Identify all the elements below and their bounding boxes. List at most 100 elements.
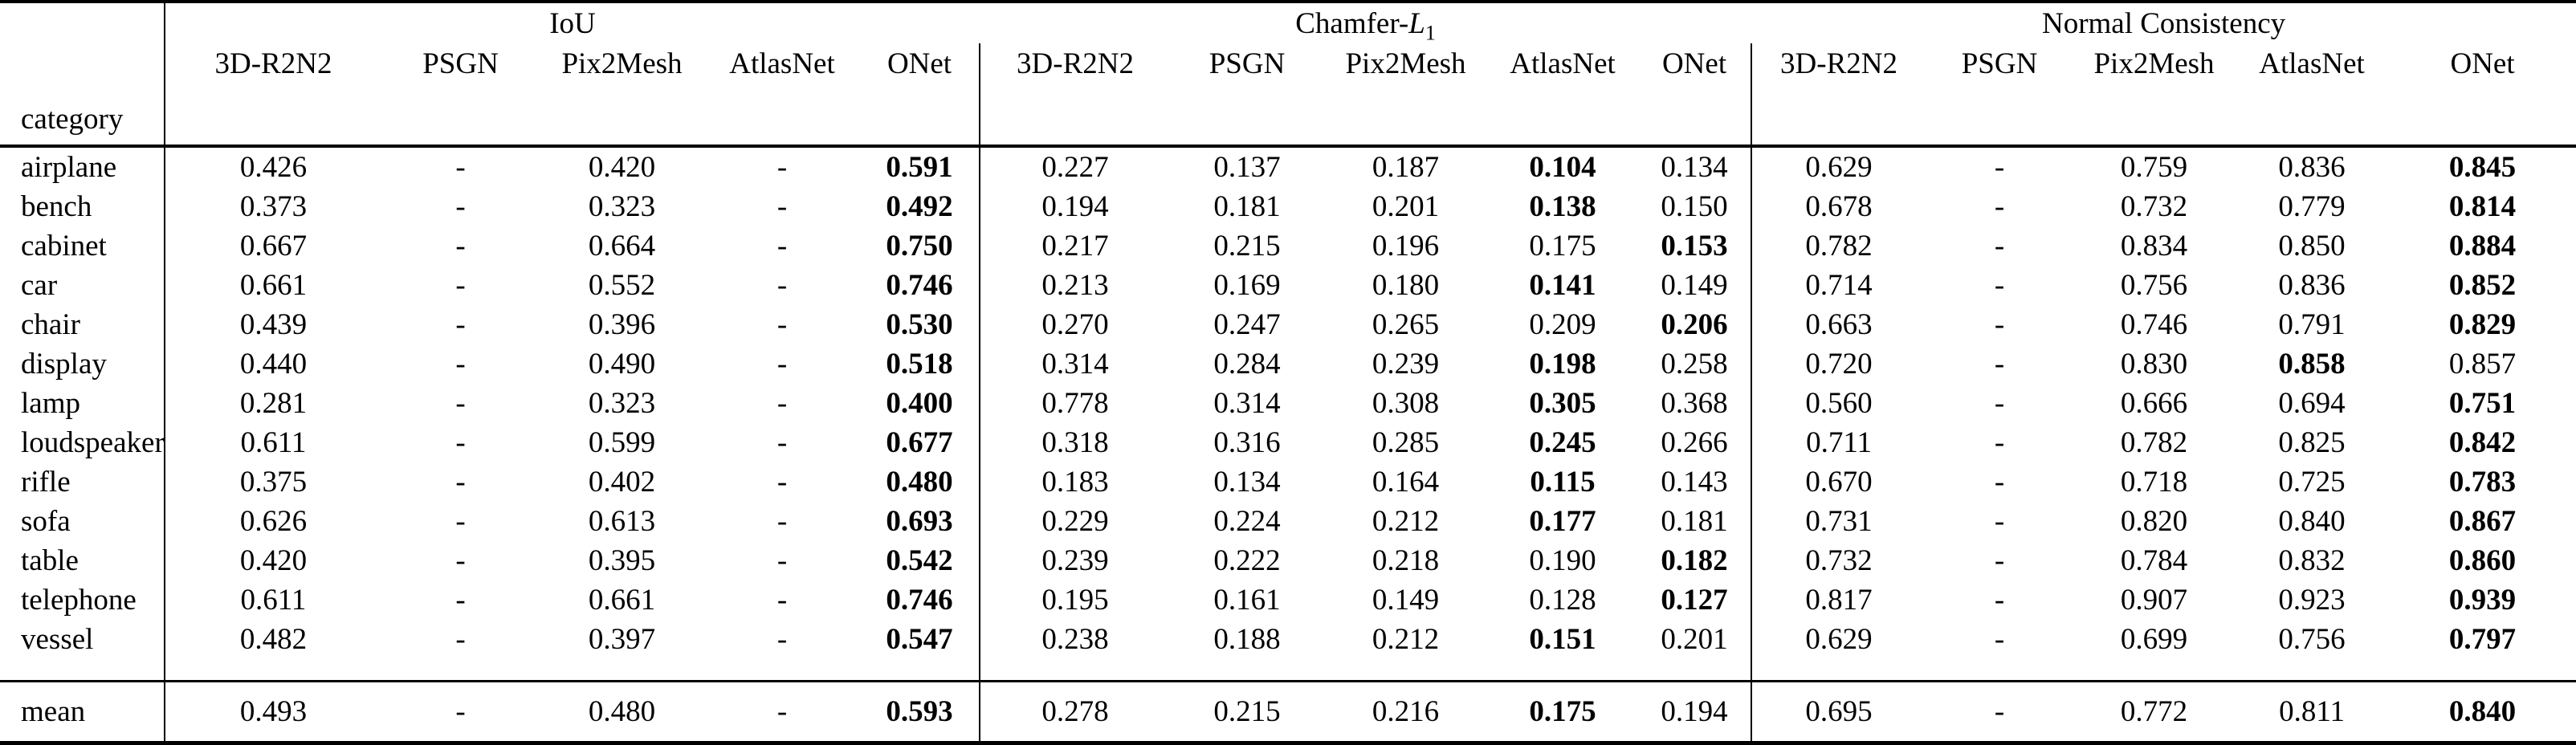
method-header: Pix2Mesh [1345,47,1466,80]
category-cell: table [0,541,165,580]
value-cell: 0.482 [239,623,308,656]
value-cell: - [455,387,466,420]
value-cell: 0.196 [1372,230,1440,263]
value-cell: 0.836 [2278,269,2346,302]
category-cell: chair [0,305,165,344]
value-cell: 0.150 [1638,187,1753,226]
value-cell: 0.151 [1529,623,1596,656]
value-cell: - [381,680,540,743]
value-cell: 0.215 [1213,230,1281,263]
value-cell: 0.493 [165,680,381,743]
value-cell: - [1926,680,2074,743]
group-header: IoU [165,2,980,43]
value-cell: 0.323 [588,190,656,223]
category-cell: cabinet [0,226,165,266]
header-spacer [980,83,1753,146]
value-cell: - [776,466,788,499]
value-cell: 0.128 [1529,584,1596,617]
value-cell: - [776,348,788,381]
value-cell: 0.629 [1805,623,1873,656]
value-cell: 0.593 [860,680,981,743]
value-cell: 0.661 [588,584,656,617]
value-cell: 0.678 [1805,190,1873,223]
table-body: airplane 0.426 - 0.420 - 0.591 0.227 0.137 0.187… [0,146,2576,682]
category-cell: mean [0,680,165,743]
value-cell: 0.751 [2448,387,2517,420]
method-header: 3D-R2N2 [214,47,332,80]
value-cell: 0.180 [1372,269,1440,302]
corner-blank [0,43,165,83]
value-cell: 0.884 [2448,230,2517,263]
value-cell: 0.750 [860,226,981,266]
value-cell: - [455,348,466,381]
value-cell: 0.216 [1324,680,1488,743]
value-cell: 0.825 [2278,426,2346,459]
value-cell: 0.420 [588,151,656,184]
value-cell: - [455,505,466,538]
category-cell: lamp [0,384,165,423]
category-cell: rifle [0,462,165,502]
value-cell: 0.143 [1638,462,1753,502]
table-row: bench 0.373 - 0.323 - 0.492 0.194 0.181 0.201 0.1… [0,187,2576,226]
value-cell: - [704,680,860,743]
value-cell: 0.137 [1213,151,1281,184]
value-cell: 0.285 [1372,426,1440,459]
value-cell: 0.778 [1041,387,1109,420]
table-row: car 0.661 - 0.552 - 0.746 0.213 0.169 0.180 0.141… [0,266,2576,305]
value-cell: 0.175 [1529,230,1596,263]
value-cell: 0.661 [239,269,308,302]
value-cell: 0.224 [1213,505,1281,538]
value-cell: 0.308 [1372,387,1440,420]
value-cell: 0.783 [2448,466,2517,499]
value-cell: 0.850 [2278,230,2346,263]
value-cell: 0.756 [2278,623,2346,656]
value-cell: 0.759 [2120,151,2188,184]
category-cell: bench [0,187,165,226]
value-cell: 0.215 [1170,680,1325,743]
value-cell: 0.772 [2073,680,2236,743]
value-cell: 0.138 [1529,190,1596,223]
value-cell: - [776,623,788,656]
value-cell: 0.247 [1213,308,1281,341]
value-cell: 0.852 [2448,269,2517,302]
value-cell: 0.169 [1213,269,1281,302]
value-cell: 0.820 [2120,505,2188,538]
method-header: Pix2Mesh [561,47,683,80]
value-cell: 0.480 [540,680,704,743]
value-cell: - [455,151,466,184]
value-cell: 0.209 [1529,308,1596,341]
value-cell: 0.314 [1213,387,1281,420]
value-cell: 0.270 [1041,308,1109,341]
value-cell: 0.731 [1805,505,1873,538]
method-header: ONet [2450,47,2515,80]
value-cell: 0.923 [2278,584,2346,617]
value-cell: 0.693 [860,502,981,541]
value-cell: 0.591 [860,146,981,187]
value-cell: 0.629 [1805,151,1873,184]
value-cell: 0.201 [1638,620,1753,682]
category-cell: car [0,266,165,305]
group-label-part: Normal Consistency [2041,6,2286,40]
value-cell: 0.811 [2235,680,2390,743]
value-cell: 0.400 [860,384,981,423]
value-cell: - [776,230,788,263]
value-cell: 0.181 [1638,502,1753,541]
value-cell: 0.278 [980,680,1171,743]
value-cell: - [455,544,466,577]
value-cell: - [455,190,466,223]
value-cell: 0.115 [1530,466,1596,499]
value-cell: 0.195 [1041,584,1109,617]
value-cell: 0.840 [2278,505,2346,538]
category-cell: telephone [0,580,165,620]
value-cell: 0.779 [2278,190,2346,223]
table-row: rifle 0.375 - 0.402 - 0.480 0.183 0.134 0.164 0.1… [0,462,2576,502]
value-cell: - [455,466,466,499]
value-cell: 0.229 [1041,505,1109,538]
method-header: PSGN [1961,47,2038,80]
value-cell: 0.177 [1529,505,1596,538]
category-cell: loudspeaker [0,423,165,462]
value-cell: 0.842 [2448,426,2517,459]
value-cell: 0.134 [1213,466,1281,499]
